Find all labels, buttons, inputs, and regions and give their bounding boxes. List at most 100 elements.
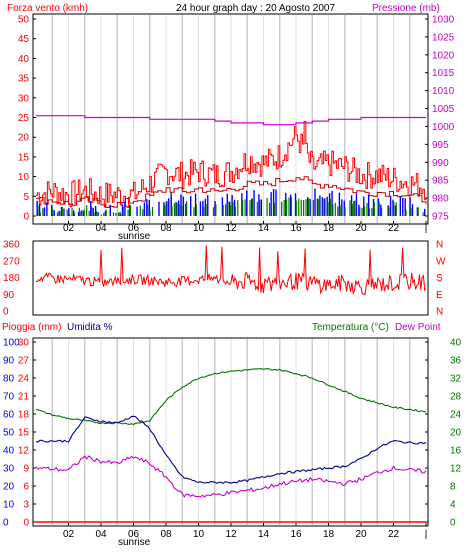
- wind-direction-plot: [36, 245, 427, 296]
- rain-tick-label: 9: [23, 464, 29, 475]
- wind-axis-label: Forza vento (kmh): [7, 3, 88, 14]
- temperature-tick-label: 28: [450, 392, 462, 403]
- direction-degree-label: 90: [3, 290, 15, 301]
- wind-tick-label: 15: [18, 152, 30, 163]
- pressure-tick-label: 1005: [432, 104, 455, 115]
- humidity-tick-label: 10: [3, 500, 15, 511]
- humidity-series: [35, 415, 427, 484]
- top-x-tick-label: 12: [225, 223, 237, 234]
- temperature-tick-label: 0: [450, 518, 456, 529]
- pressure-tick-label: 990: [432, 158, 449, 169]
- direction-compass-label: E: [436, 290, 443, 301]
- humidity-tick-label: 70: [3, 392, 15, 403]
- bottom-x-tick-label: 02: [63, 529, 75, 540]
- direction-compass-label: S: [436, 273, 443, 284]
- rain-tick-label: 12: [18, 446, 30, 457]
- pressure-series: [36, 115, 426, 126]
- humidity-tick-label: 90: [3, 356, 15, 367]
- rain-tick-label: 24: [18, 374, 30, 385]
- top-x-tick-label: 10: [193, 223, 205, 234]
- bottom-x-tick-label: 08: [160, 529, 172, 540]
- direction-compass-label: W: [436, 256, 446, 267]
- bottom-x-tick-label: 18: [323, 529, 335, 540]
- rain-tick-label: 21: [18, 392, 30, 403]
- top-x-tick-label: |: [425, 223, 428, 234]
- dew-point-axis-label: Dew Point: [395, 322, 441, 333]
- bottom-panel-plot: [35, 368, 427, 523]
- direction-degree-label: 270: [3, 256, 20, 267]
- humidity-tick-label: 50: [3, 428, 15, 439]
- top-x-tick-label: 02: [63, 223, 75, 234]
- temperature-tick-label: 16: [450, 446, 462, 457]
- bottom-x-tick-label: 22: [388, 529, 400, 540]
- middle-panel-frame: [32, 240, 429, 316]
- bottom-x-tick-label: 10: [193, 529, 205, 540]
- rain-tick-label: 0: [23, 518, 29, 529]
- rain-tick-label: 27: [18, 356, 30, 367]
- dew-point-series: [35, 455, 427, 498]
- humidity-tick-label: 40: [3, 446, 15, 457]
- wind-tick-label: 25: [18, 113, 30, 124]
- direction-compass-label: N: [436, 307, 443, 318]
- direction-degree-label: 180: [3, 273, 20, 284]
- bottom-x-tick-label: 04: [95, 529, 107, 540]
- bottom-x-tick-label: 16: [290, 529, 302, 540]
- pressure-tick-label: 1025: [432, 32, 455, 43]
- rain-tick-label: 15: [18, 428, 30, 439]
- wind-tick-label: 45: [18, 34, 30, 45]
- rain-tick-label: 3: [23, 500, 29, 511]
- temperature-tick-label: 36: [450, 356, 462, 367]
- bottom-x-axis: 02 04 06 08 10 12 14 16 18 20 22 |: [63, 523, 427, 540]
- wind-tick-label: 30: [18, 93, 30, 104]
- humidity-tick-label: 0: [3, 518, 9, 529]
- humidity-axis-label: Umidita %: [67, 322, 113, 333]
- top-x-tick-label: 20: [355, 223, 367, 234]
- temperature-axis-label: Temperatura (°C): [312, 322, 389, 333]
- temperature-tick-label: 12: [450, 464, 462, 475]
- pressure-tick-label: 1030: [432, 15, 455, 26]
- wind-average-series: [36, 176, 427, 208]
- pressure-tick-label: 1000: [432, 122, 455, 133]
- temperature-series: [35, 368, 427, 426]
- direction-compass-label: N: [436, 240, 443, 251]
- pressure-tick-label: 995: [432, 140, 449, 151]
- rain-tick-label: 6: [23, 482, 29, 493]
- direction-degree-label: 0: [3, 307, 9, 318]
- wind-gust-series: [36, 120, 427, 208]
- wind-tick-label: 40: [18, 54, 30, 65]
- humidity-tick-label: 20: [3, 482, 15, 493]
- sunrise-label-top: sunrise: [118, 231, 151, 242]
- pressure-tick-label: 1015: [432, 68, 455, 79]
- chart-title: 24 hour graph day : 20 Agosto 2007: [176, 3, 335, 14]
- humidity-tick-label: 100: [3, 338, 20, 349]
- rain-tick-label: 30: [18, 338, 30, 349]
- wind-direction-series: [36, 245, 427, 296]
- top-x-tick-label: 08: [160, 223, 172, 234]
- wind-tick-label: 5: [23, 192, 29, 203]
- wind-direction-degree-ticks: 360 270 180 90 0: [3, 240, 20, 318]
- bottom-x-tick-label: 14: [258, 529, 270, 540]
- rain-tick-label: 18: [18, 410, 30, 421]
- rain-axis-label: Pioggia (mm): [2, 322, 61, 333]
- temperature-tick-label: 8: [450, 482, 456, 493]
- pressure-tick-label: 1020: [432, 50, 455, 61]
- wind-tick-label: 10: [18, 172, 30, 183]
- top-x-tick-label: 14: [258, 223, 270, 234]
- wind-tick-label: 20: [18, 133, 30, 144]
- humidity-tick-label: 60: [3, 410, 15, 421]
- top-x-axis: 02 04 06 08 10 12 14 16 18 20 22 |: [63, 221, 427, 234]
- temperature-tick-label: 20: [450, 428, 462, 439]
- humidity-tick-label: 30: [3, 464, 15, 475]
- pressure-tick-label: 980: [432, 194, 449, 205]
- top-x-tick-label: 18: [323, 223, 335, 234]
- pressure-tick-label: 1010: [432, 86, 455, 97]
- temperature-tick-label: 24: [450, 410, 462, 421]
- top-x-tick-label: 22: [388, 223, 400, 234]
- bottom-x-tick-label: |: [425, 529, 428, 540]
